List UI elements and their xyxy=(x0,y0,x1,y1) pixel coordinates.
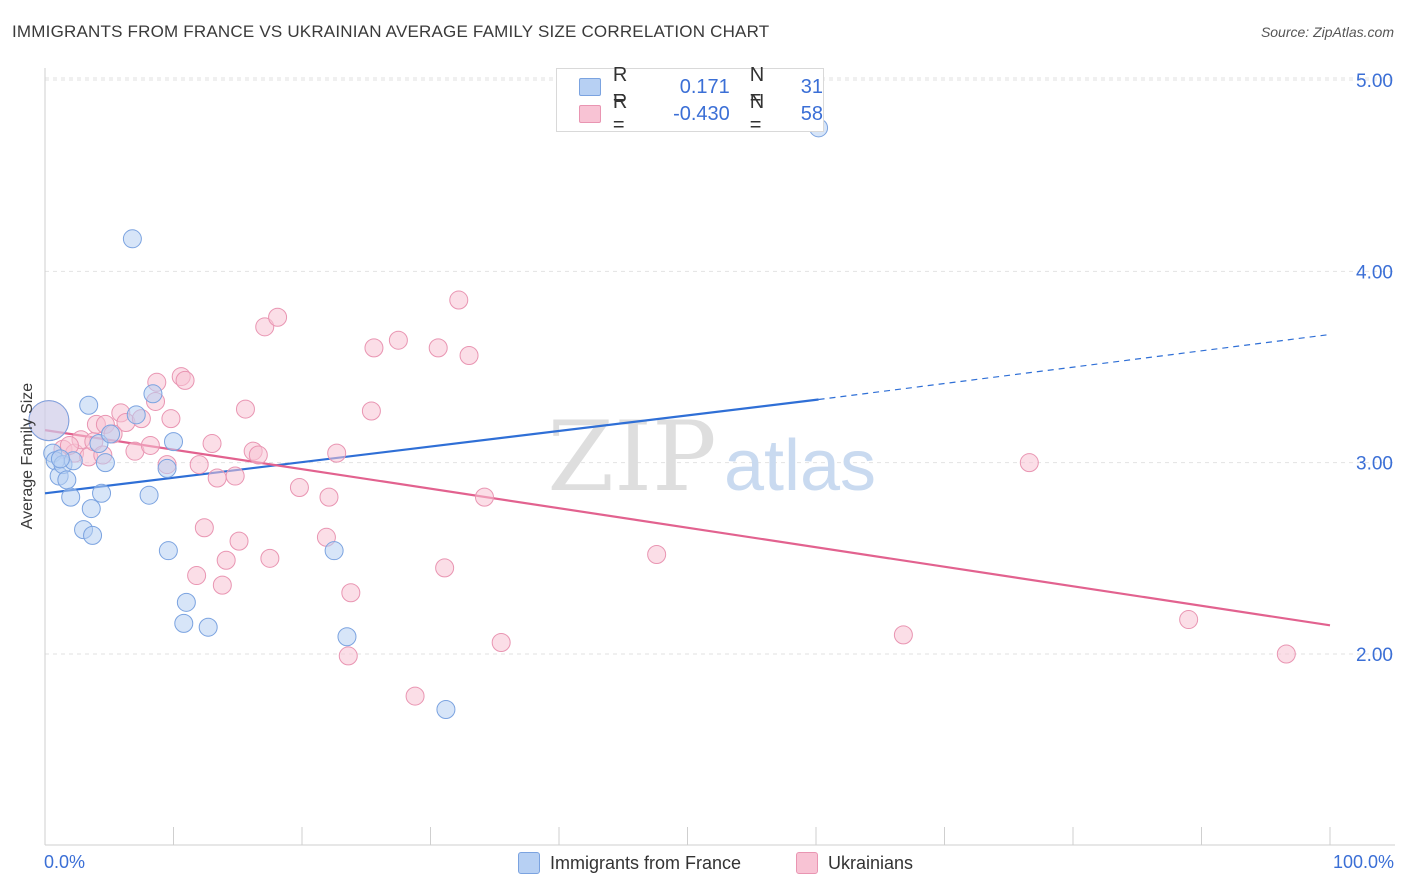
point-ukrainians xyxy=(229,531,249,551)
point-ukrainians xyxy=(449,290,469,310)
point-ukrainians xyxy=(248,445,268,465)
point-ukrainians xyxy=(225,466,245,486)
point-ukrainians xyxy=(327,443,347,463)
point-france xyxy=(95,453,115,473)
point-ukrainians xyxy=(194,518,214,538)
legend-n-value: 31 xyxy=(800,75,823,98)
point-france xyxy=(28,400,70,442)
point-ukrainians xyxy=(338,646,358,666)
point-france xyxy=(157,458,177,478)
point-ukrainians xyxy=(1019,453,1039,473)
series-legend-item-france: Immigrants from France xyxy=(518,852,741,874)
point-france xyxy=(122,229,142,249)
legend-n-label: N = xyxy=(749,91,765,136)
point-france xyxy=(101,424,121,444)
point-ukrainians xyxy=(1179,610,1199,630)
series-swatch-pink xyxy=(796,852,818,874)
point-ukrainians xyxy=(893,625,913,645)
legend-swatch-pink xyxy=(579,105,601,123)
point-ukrainians xyxy=(405,686,425,706)
watermark-zip: ZIP xyxy=(547,401,716,513)
point-ukrainians xyxy=(175,370,195,390)
point-ukrainians xyxy=(647,545,667,565)
point-ukrainians xyxy=(364,338,384,358)
legend-swatch-blue xyxy=(579,78,601,96)
point-ukrainians xyxy=(435,558,455,578)
correlation-legend: R = 0.171 N = 31 R = -0.430 N = 58 xyxy=(556,64,824,136)
trend-line-france xyxy=(44,398,819,495)
series-swatch-blue xyxy=(518,852,540,874)
x-tick-label-min: 0.0% xyxy=(44,852,86,872)
point-france xyxy=(174,613,194,633)
point-france xyxy=(126,405,146,425)
legend-r-label: R = xyxy=(612,64,628,109)
point-france xyxy=(92,483,112,503)
point-ukrainians xyxy=(474,487,494,507)
point-ukrainians xyxy=(212,575,232,595)
y-tick-label: 5.00 xyxy=(1356,71,1393,92)
x-tick-label-max: 100.0% xyxy=(1332,852,1394,872)
series-legend-label: Ukrainians xyxy=(828,852,914,873)
chart-title: IMMIGRANTS FROM FRANCE VS UKRAINIAN AVER… xyxy=(12,22,770,41)
point-ukrainians xyxy=(189,455,209,475)
point-ukrainians xyxy=(255,317,275,337)
point-france xyxy=(143,384,163,404)
watermark-atlas: atlas xyxy=(724,426,876,506)
y-tick-label: 3.00 xyxy=(1356,454,1393,475)
point-france xyxy=(139,485,159,505)
point-ukrainians xyxy=(235,399,255,419)
point-france xyxy=(83,525,103,545)
point-ukrainians xyxy=(491,633,511,653)
point-france xyxy=(81,499,101,519)
point-france xyxy=(337,627,357,647)
legend-r-value: -0.430 xyxy=(673,102,730,125)
point-france xyxy=(324,541,344,561)
legend-n-label: N = xyxy=(749,64,765,109)
point-ukrainians xyxy=(161,409,181,429)
point-ukrainians xyxy=(1276,644,1296,664)
point-france xyxy=(198,617,218,637)
point-ukrainians xyxy=(140,435,160,455)
legend-n-value: 58 xyxy=(800,102,823,125)
trend-line-france-extension xyxy=(818,333,1331,401)
point-ukrainians xyxy=(207,468,227,488)
y-tick-labels: 2.00 3.00 4.00 5.00 xyxy=(1356,71,1393,666)
data-points xyxy=(28,118,1296,719)
point-france xyxy=(50,449,70,469)
point-france xyxy=(436,699,456,719)
point-ukrainians xyxy=(268,307,288,327)
y-tick-label: 4.00 xyxy=(1356,262,1393,283)
point-ukrainians xyxy=(341,583,361,603)
point-ukrainians xyxy=(459,346,479,366)
gridlines xyxy=(45,77,1395,655)
point-ukrainians xyxy=(428,338,448,358)
point-france xyxy=(164,432,183,452)
point-ukrainians xyxy=(202,434,222,454)
legend-r-value: 0.171 xyxy=(679,75,730,98)
legend-row-ukrainians: R = -0.430 N = 58 xyxy=(579,91,823,136)
point-ukrainians xyxy=(289,478,309,498)
point-ukrainians xyxy=(319,487,339,507)
point-france xyxy=(57,470,77,490)
point-ukrainians xyxy=(260,548,280,568)
point-france xyxy=(61,487,81,507)
y-tick-label: 2.00 xyxy=(1356,645,1393,666)
series-legend-item-ukrainians: Ukrainians xyxy=(796,852,913,874)
legend-r-label: R = xyxy=(612,91,628,136)
point-ukrainians xyxy=(216,550,236,570)
y-axis-label: Average Family Size xyxy=(19,382,36,530)
source-label: Source: ZipAtlas.com xyxy=(1260,24,1394,40)
legend-row-france: R = 0.171 N = 31 xyxy=(579,64,823,109)
series-legend: Immigrants from France Ukrainians xyxy=(0,852,1406,878)
point-ukrainians xyxy=(361,401,381,421)
point-ukrainians xyxy=(187,566,207,586)
point-france xyxy=(158,541,178,561)
point-ukrainians xyxy=(388,330,408,350)
point-france xyxy=(79,395,99,415)
axes xyxy=(44,68,1395,846)
series-legend-label: Immigrants from France xyxy=(550,852,742,873)
point-france xyxy=(176,592,196,612)
